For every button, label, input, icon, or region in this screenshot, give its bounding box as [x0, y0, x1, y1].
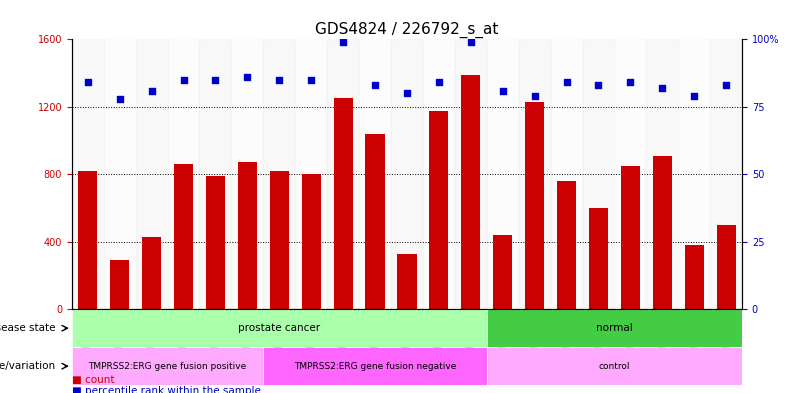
- Bar: [270, 171, 289, 309]
- Point: [369, 82, 381, 88]
- Point: [241, 74, 254, 80]
- Bar: [646, 39, 678, 309]
- Bar: [717, 225, 736, 309]
- Point: [464, 39, 477, 45]
- Bar: [423, 39, 455, 309]
- Text: normal: normal: [596, 323, 633, 333]
- Point: [273, 77, 286, 83]
- Point: [592, 82, 605, 88]
- Bar: [200, 39, 231, 309]
- Bar: [487, 39, 519, 309]
- Text: prostate cancer: prostate cancer: [239, 323, 320, 333]
- Point: [401, 90, 413, 96]
- Point: [337, 39, 350, 45]
- Bar: [391, 39, 423, 309]
- Point: [560, 79, 573, 86]
- FancyBboxPatch shape: [487, 347, 742, 385]
- Point: [81, 79, 94, 86]
- Point: [624, 79, 637, 86]
- Bar: [621, 166, 640, 309]
- Bar: [397, 253, 417, 309]
- Bar: [678, 39, 710, 309]
- Bar: [72, 39, 104, 309]
- Point: [656, 85, 669, 91]
- Text: genotype/variation: genotype/variation: [0, 361, 56, 371]
- Bar: [231, 39, 263, 309]
- Point: [496, 87, 509, 94]
- Point: [209, 77, 222, 83]
- Bar: [359, 39, 391, 309]
- Bar: [302, 174, 321, 309]
- FancyBboxPatch shape: [72, 309, 487, 347]
- Bar: [519, 39, 551, 309]
- Bar: [78, 171, 97, 309]
- Point: [305, 77, 318, 83]
- Bar: [174, 164, 193, 309]
- Bar: [142, 237, 161, 309]
- Bar: [557, 181, 576, 309]
- Bar: [583, 39, 614, 309]
- Point: [688, 93, 701, 99]
- Bar: [551, 39, 583, 309]
- Text: control: control: [598, 362, 630, 371]
- Point: [177, 77, 190, 83]
- Bar: [238, 162, 257, 309]
- Text: disease state: disease state: [0, 323, 56, 333]
- Bar: [653, 156, 672, 309]
- Bar: [168, 39, 200, 309]
- Text: ■ count: ■ count: [72, 375, 114, 385]
- Bar: [589, 208, 608, 309]
- Bar: [327, 39, 359, 309]
- Text: TMPRSS2:ERG gene fusion negative: TMPRSS2:ERG gene fusion negative: [294, 362, 456, 371]
- FancyBboxPatch shape: [263, 347, 487, 385]
- Bar: [263, 39, 295, 309]
- Point: [113, 95, 126, 102]
- Bar: [614, 39, 646, 309]
- Bar: [365, 134, 385, 309]
- Text: ■ percentile rank within the sample: ■ percentile rank within the sample: [72, 386, 261, 393]
- Point: [145, 87, 158, 94]
- FancyBboxPatch shape: [487, 309, 742, 347]
- Bar: [455, 39, 487, 309]
- Bar: [136, 39, 168, 309]
- FancyBboxPatch shape: [72, 347, 263, 385]
- Bar: [104, 39, 136, 309]
- Bar: [334, 98, 353, 309]
- Bar: [461, 75, 480, 309]
- Bar: [110, 260, 129, 309]
- Bar: [206, 176, 225, 309]
- Bar: [295, 39, 327, 309]
- Text: TMPRSS2:ERG gene fusion positive: TMPRSS2:ERG gene fusion positive: [89, 362, 247, 371]
- Point: [433, 79, 445, 86]
- Bar: [525, 102, 544, 309]
- Title: GDS4824 / 226792_s_at: GDS4824 / 226792_s_at: [315, 22, 499, 38]
- Bar: [710, 39, 742, 309]
- Point: [528, 93, 541, 99]
- Bar: [685, 245, 704, 309]
- Point: [720, 82, 733, 88]
- Bar: [429, 111, 448, 309]
- Bar: [493, 235, 512, 309]
